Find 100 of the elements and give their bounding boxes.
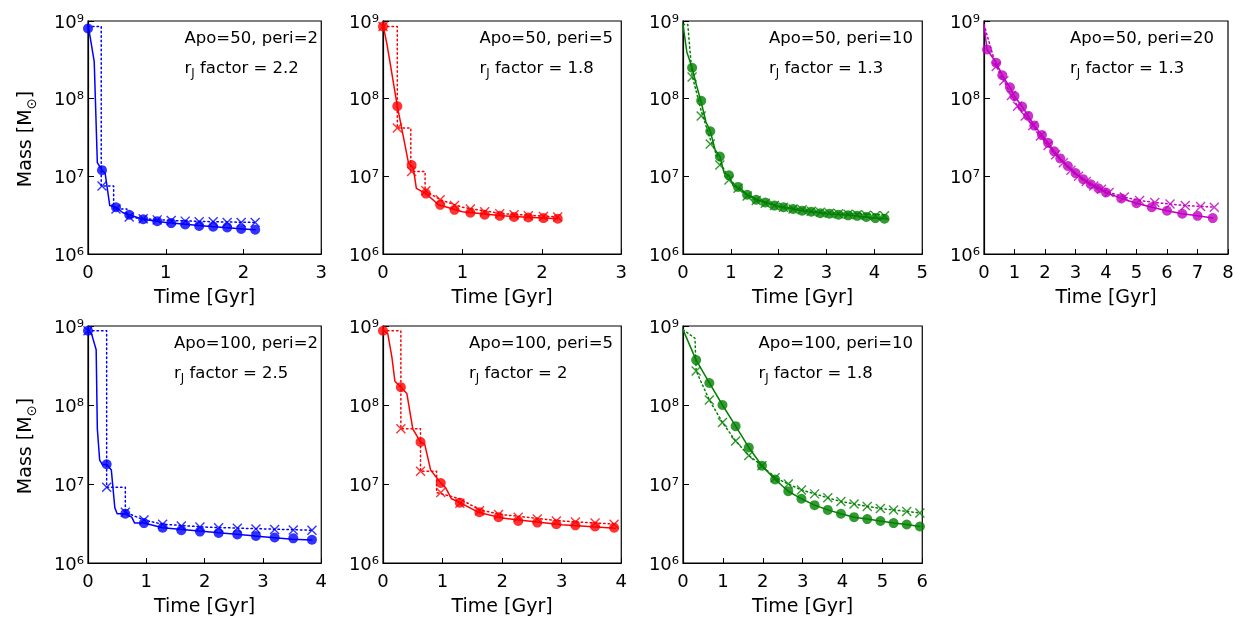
point bbox=[809, 500, 820, 511]
annotation: r$_{J}$ factor = 2.2 bbox=[184, 58, 299, 81]
annotation: r$_{J}$ factor = 2.5 bbox=[174, 363, 289, 386]
point bbox=[1192, 210, 1203, 221]
point bbox=[901, 506, 912, 517]
point bbox=[589, 517, 601, 529]
annotation: r$_{J}$ factor = 2 bbox=[469, 363, 568, 386]
point bbox=[608, 518, 620, 530]
point bbox=[1209, 202, 1220, 213]
point bbox=[236, 223, 247, 234]
y-tick-label: 10⁶ bbox=[53, 552, 84, 574]
x-tick-label: 3 bbox=[796, 569, 809, 591]
point bbox=[176, 520, 187, 532]
point bbox=[1012, 100, 1023, 112]
point bbox=[415, 466, 426, 477]
x-tick-label: 3 bbox=[820, 260, 833, 282]
x-tick-label: 2 bbox=[757, 569, 769, 591]
y-tick-label: 10⁸ bbox=[949, 88, 980, 110]
x-tick-label: 6 bbox=[1161, 260, 1173, 282]
y-tick-label: 10⁷ bbox=[53, 473, 84, 495]
point bbox=[1177, 208, 1188, 219]
point bbox=[862, 514, 873, 525]
point bbox=[822, 504, 833, 515]
y-tick-label: 10⁷ bbox=[648, 473, 679, 495]
annotation: r$_{J}$ factor = 1.8 bbox=[479, 58, 594, 81]
y-tick-label: 10⁶ bbox=[53, 243, 84, 265]
x-tick-label: 0 bbox=[978, 260, 990, 282]
y-tick-label: 10⁶ bbox=[348, 243, 379, 265]
y-tick-label: 10⁷ bbox=[53, 165, 84, 187]
point bbox=[250, 224, 261, 235]
point bbox=[221, 217, 233, 228]
x-tick-label: 2 bbox=[772, 260, 785, 282]
point bbox=[395, 423, 407, 434]
point bbox=[730, 435, 741, 447]
point bbox=[717, 417, 728, 428]
x-tick-label: 3 bbox=[315, 260, 327, 282]
x-tick-label: 2 bbox=[496, 569, 508, 591]
x-tick-label: 3 bbox=[1069, 260, 1082, 282]
y-tick-label: 10⁹ bbox=[53, 10, 84, 32]
annotation: r$_{J}$ factor = 1.3 bbox=[769, 58, 884, 81]
point bbox=[97, 165, 107, 176]
point bbox=[415, 437, 426, 448]
x-tick-label: 6 bbox=[916, 569, 928, 591]
point bbox=[998, 75, 1010, 86]
annotation: Apo=50, peri=10 bbox=[769, 28, 913, 47]
point bbox=[1162, 205, 1172, 216]
point bbox=[690, 365, 702, 377]
x-tick-label: 0 bbox=[677, 569, 689, 591]
point bbox=[1019, 110, 1031, 122]
point bbox=[395, 382, 406, 393]
y-tick-label: 10⁹ bbox=[949, 10, 980, 32]
x-axis-title: Time [Gyr] bbox=[153, 593, 256, 616]
point bbox=[796, 493, 807, 504]
point bbox=[207, 216, 219, 227]
x-tick-label: 4 bbox=[315, 569, 327, 591]
point bbox=[730, 421, 741, 432]
y-tick-label: 10⁸ bbox=[648, 88, 679, 110]
point bbox=[406, 159, 417, 170]
point bbox=[982, 44, 993, 55]
point bbox=[138, 514, 150, 526]
point bbox=[232, 523, 243, 534]
x-tick-label: 1 bbox=[436, 569, 449, 591]
point bbox=[465, 203, 476, 215]
point bbox=[1180, 200, 1191, 211]
x-tick-label: 1 bbox=[140, 569, 153, 591]
point bbox=[250, 523, 262, 535]
annotation: Apo=50, peri=20 bbox=[1070, 28, 1214, 47]
point bbox=[392, 122, 403, 134]
x-tick-label: 0 bbox=[82, 569, 94, 591]
x-tick-label: 2 bbox=[536, 260, 548, 282]
y-tick-label: 10⁷ bbox=[348, 165, 379, 187]
point bbox=[914, 521, 925, 532]
point bbox=[1195, 201, 1206, 212]
point bbox=[235, 217, 247, 228]
point bbox=[849, 512, 860, 523]
annotation: Apo=100, peri=2 bbox=[174, 333, 318, 352]
x-tick-label: 2 bbox=[198, 569, 211, 591]
y-tick-label: 10⁶ bbox=[949, 243, 980, 265]
point bbox=[743, 442, 754, 453]
point bbox=[269, 524, 280, 535]
point bbox=[714, 151, 725, 162]
point bbox=[822, 492, 833, 503]
x-tick-label: 3 bbox=[257, 569, 269, 591]
x-tick-label: 4 bbox=[615, 569, 627, 591]
point bbox=[835, 508, 846, 519]
point bbox=[1164, 198, 1176, 210]
point bbox=[306, 525, 318, 536]
point bbox=[513, 512, 524, 523]
x-tick-label: 3 bbox=[555, 569, 568, 591]
point bbox=[691, 355, 702, 366]
y-tick-label: 10⁷ bbox=[348, 473, 379, 495]
y-tick-label: 10⁹ bbox=[53, 315, 84, 337]
y-tick-label: 10⁹ bbox=[648, 10, 679, 32]
point bbox=[1103, 187, 1115, 198]
point bbox=[1065, 164, 1077, 176]
x-tick-label: 1 bbox=[1008, 260, 1021, 282]
y-tick-label: 10⁷ bbox=[648, 165, 679, 187]
annotation: Apo=100, peri=5 bbox=[469, 333, 613, 352]
point bbox=[705, 138, 716, 150]
y-tick-label: 10⁹ bbox=[348, 315, 379, 337]
